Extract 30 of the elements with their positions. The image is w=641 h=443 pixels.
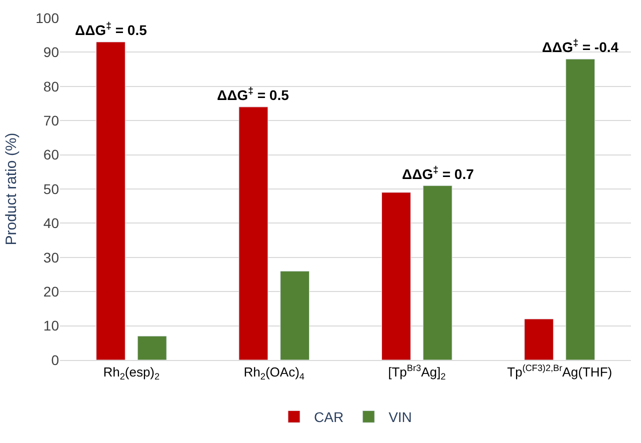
x-tick-label: Rh$_{2}$(esp)$_{2}$ (103, 364, 160, 382)
legend-label: CAR (314, 409, 344, 426)
annotation: ΔΔG$^{‡}$ = 0.5 (75, 21, 148, 38)
annotation: ΔΔG$^{‡}$ = 0.5 (217, 86, 290, 103)
bar (280, 270, 310, 360)
x-tick-label: [Tp$^{Br3}$Ag]$_{2}$ (388, 363, 446, 382)
y-tick-label: 60 (43, 146, 60, 163)
bar (137, 336, 167, 360)
y-tick-label: 90 (43, 44, 60, 60)
bar (96, 42, 126, 360)
bar (381, 192, 411, 360)
y-tick-label: 30 (43, 249, 60, 266)
annotation: ΔΔG$^{‡}$ = 0.7 (402, 165, 474, 182)
bar (422, 185, 452, 360)
y-tick-label: 50 (43, 180, 60, 197)
x-tick-label: Tp$^{(CF3)2,Br}$Ag(THF) (507, 363, 612, 380)
bar (524, 318, 554, 360)
y-tick-label: 100 (36, 10, 60, 26)
bar (566, 58, 596, 360)
bar (238, 106, 268, 360)
y-tick-label: 80 (43, 78, 60, 94)
legend-label: VIN (388, 409, 412, 426)
annotation: ΔΔG$^{‡}$ = -0.4 (542, 38, 619, 55)
y-tick-label: 40 (43, 215, 60, 232)
y-tick-label: 0 (51, 352, 60, 368)
y-axis-title: Product ratio (%) (2, 132, 20, 246)
y-tick-label: 20 (43, 284, 60, 300)
y-tick-label: 70 (43, 112, 60, 128)
x-tick-label: Rh$_{2}$(OAc)$_{4}$ (244, 364, 304, 382)
y-tick-label: 10 (43, 318, 60, 334)
